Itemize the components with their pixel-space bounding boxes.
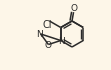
Text: N: N bbox=[36, 29, 43, 38]
Text: O: O bbox=[44, 41, 51, 50]
Text: N: N bbox=[59, 37, 65, 46]
Text: O: O bbox=[70, 4, 77, 13]
Text: Cl: Cl bbox=[43, 20, 52, 29]
